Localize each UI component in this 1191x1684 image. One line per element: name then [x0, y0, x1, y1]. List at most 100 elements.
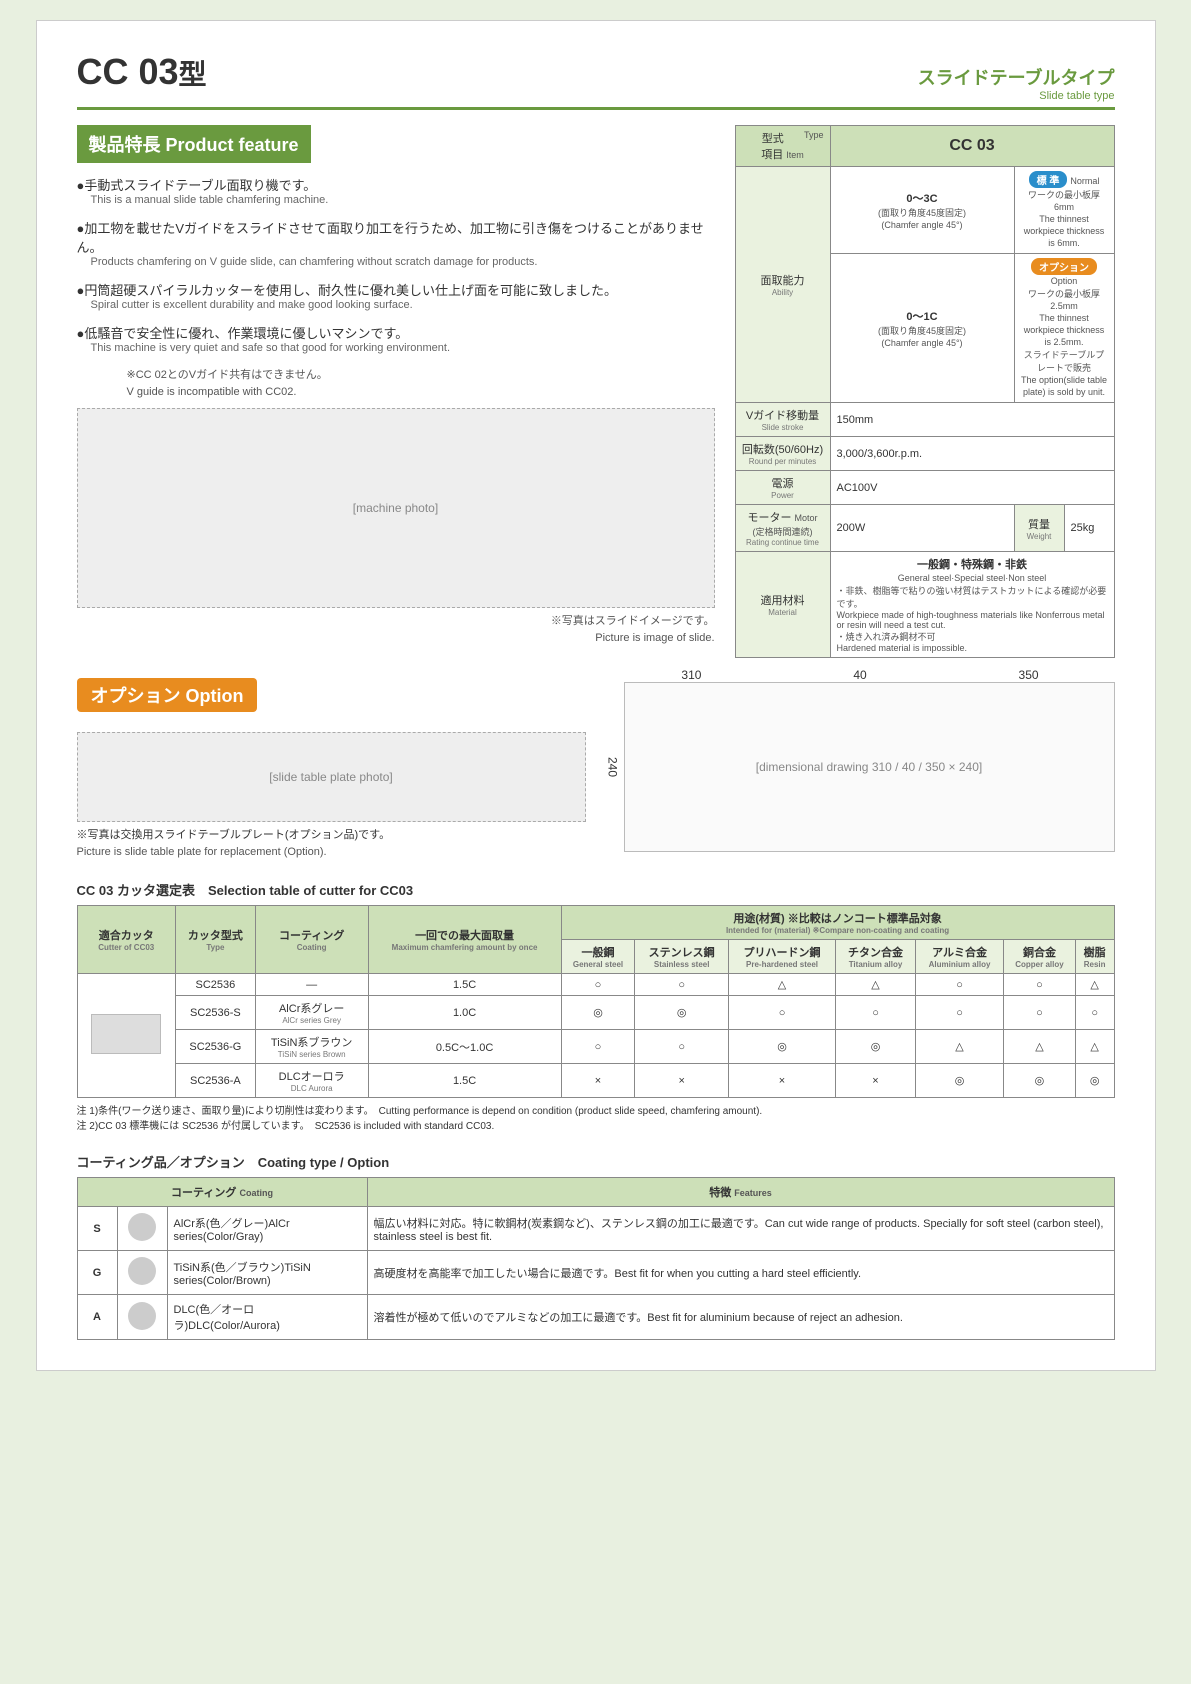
spec-stroke-val: 150mm — [830, 403, 1114, 437]
sel-max: 1.0C — [368, 996, 561, 1030]
coat-col-feat: 特徴 Features — [367, 1178, 1114, 1207]
sel-mat-header: ステンレス鋼Stainless steel — [635, 940, 729, 974]
dim-w3: 350 — [1019, 668, 1039, 682]
coating-icon — [128, 1213, 156, 1241]
dim-h: 240 — [606, 757, 620, 777]
sel-coat: DLCオーロラDLC Aurora — [255, 1064, 368, 1098]
machine-image: [machine photo] — [77, 408, 715, 608]
sel-mark: ○ — [915, 996, 1003, 1030]
coat-code: S — [77, 1207, 117, 1251]
sel-max: 1.5C — [368, 974, 561, 996]
spec-ability-opt-val: 0～1C (面取り角度45度固定) (Chamfer angle 45°) — [830, 254, 1014, 403]
sel-mat-header: 一般鋼General steel — [561, 940, 635, 974]
sel-coat: AlCr系グレーAlCr series Grey — [255, 996, 368, 1030]
feature-jp: 加工物を載せたVガイドをスライドさせて面取り加工を行うため、加工物に引き傷をつけ… — [77, 218, 715, 256]
sel-col-cutter: 適合カッタCutter of CC03 — [77, 906, 175, 974]
sel-row: SC2536-SAlCr系グレーAlCr series Grey1.0C◎◎○○… — [77, 996, 1114, 1030]
spec-material-label: 適用材料Material — [735, 552, 830, 658]
coating-title: コーティング品／オプション Coating type / Option — [77, 1152, 1115, 1171]
sel-mat-header: アルミ合金Aluminium alloy — [915, 940, 1003, 974]
coat-feat: 溶着性が極めて低いのでアルミなどの加工に最適です。Best fit for al… — [367, 1295, 1114, 1340]
feature-en: This machine is very quiet and safe so t… — [91, 342, 715, 354]
option-caption-jp: ※写真は交換用スライドテーブルプレート(オプション品)です。 — [77, 826, 586, 842]
sel-mark: ○ — [728, 996, 835, 1030]
features-column: 製品特長 Product feature 手動式スライドテーブル面取り機です。T… — [77, 125, 715, 658]
drawing-image: [dimensional drawing 310 / 40 / 350 × 24… — [624, 682, 1115, 852]
option-caption-en: Picture is slide table plate for replace… — [77, 846, 586, 858]
coat-icon-cell — [117, 1251, 167, 1295]
sel-mark: ○ — [635, 974, 729, 996]
sel-col-type: カッタ型式Type — [175, 906, 255, 974]
features-header: 製品特長 Product feature — [77, 125, 311, 163]
subtitle-en: Slide table type — [918, 90, 1115, 102]
spec-motor-val: 200W — [830, 505, 1014, 552]
features-list: 手動式スライドテーブル面取り機です。This is a manual slide… — [77, 175, 715, 354]
feature-en: Spiral cutter is excellent durability an… — [91, 299, 715, 311]
sel-col-coating: コーティングCoating — [255, 906, 368, 974]
sel-mark: × — [836, 1064, 916, 1098]
sel-type: SC2536-G — [175, 1030, 255, 1064]
sel-mark: △ — [836, 974, 916, 996]
subtitle-jp: スライドテーブルタイプ — [918, 64, 1115, 90]
model-suffix: 型 — [179, 59, 207, 90]
sel-cutter-img-cell — [77, 974, 175, 1098]
header: CC 03型 スライドテーブルタイプ Slide table type — [77, 51, 1115, 110]
spec-ability-opt-note: オプション Option ワークの最小板厚2.5mm The thinnest … — [1014, 254, 1114, 403]
spec-rpm-label: 回転数(50/60Hz)Round per minutes — [735, 437, 830, 471]
top-grid: 製品特長 Product feature 手動式スライドテーブル面取り機です。T… — [77, 125, 1115, 658]
sel-col-use: 用途(材質) ※比較はノンコート標準品対象Intended for (mater… — [561, 906, 1114, 940]
coat-row: GTiSiN系(色／ブラウン)TiSiN series(Color/Brown)… — [77, 1251, 1114, 1295]
spec-motor-label: モーター Motor (定格時間連続)Rating continue time — [735, 505, 830, 552]
cc02-note-jp: ※CC 02とのVガイド共有はできません。 — [127, 366, 715, 382]
sel-max: 0.5C～1.0C — [368, 1030, 561, 1064]
sel-mark: ◎ — [728, 1030, 835, 1064]
coat-icon-cell — [117, 1207, 167, 1251]
cutter-icon — [91, 1014, 161, 1054]
feature-en: Products chamfering on V guide slide, ca… — [91, 256, 715, 268]
sel-mark: ◎ — [1004, 1064, 1076, 1098]
sel-coat: TiSiN系ブラウンTiSiN series Brown — [255, 1030, 368, 1064]
sel-row: SC2536-GTiSiN系ブラウンTiSiN series Brown0.5C… — [77, 1030, 1114, 1064]
spec-power-label: 電源Power — [735, 471, 830, 505]
specs-column: Type 型式 項目 Item CC 03 面取能力Ability 0～3C (… — [735, 125, 1115, 658]
feature-en: This is a manual slide table chamfering … — [91, 194, 715, 206]
spec-power-val: AC100V — [830, 471, 1114, 505]
page: CC 03型 スライドテーブルタイプ Slide table type 製品特長… — [36, 20, 1156, 1371]
spec-model: CC 03 — [830, 126, 1114, 167]
feature-jp: 手動式スライドテーブル面取り機です。 — [77, 175, 715, 194]
coating-table: コーティング Coating 特徴 Features SAlCr系(色／グレー)… — [77, 1177, 1115, 1340]
selection-table: 適合カッタCutter of CC03 カッタ型式Type コーティングCoat… — [77, 905, 1115, 1098]
spec-rpm-val: 3,000/3,600r.p.m. — [830, 437, 1114, 471]
sel-mark: ○ — [561, 1030, 635, 1064]
spec-weight-label: 質量Weight — [1014, 505, 1064, 552]
coat-name: AlCr系(色／グレー)AlCr series(Color/Gray) — [167, 1207, 367, 1251]
spec-ability-label: 面取能力Ability — [735, 167, 830, 403]
drawing-block: 310 40 350 240 [dimensional drawing 310 … — [606, 668, 1115, 862]
selection-title: CC 03 カッタ選定表 Selection table of cutter f… — [77, 880, 1115, 899]
sel-type: SC2536-A — [175, 1064, 255, 1098]
model-title: CC 03型 — [77, 51, 207, 93]
slide-note-en: Picture is image of slide. — [77, 632, 715, 644]
sel-mark: × — [728, 1064, 835, 1098]
sel-type: SC2536-S — [175, 996, 255, 1030]
sel-mark: △ — [1075, 974, 1114, 996]
dim-w2: 40 — [853, 668, 866, 682]
coat-row: S AlCr系(色／グレー)AlCr series(Color/Gray)幅広い材… — [77, 1207, 1114, 1251]
subtitle: スライドテーブルタイプ Slide table type — [918, 64, 1115, 102]
coating-icon — [128, 1302, 156, 1330]
sel-mat-header: 銅合金Copper alloy — [1004, 940, 1076, 974]
sel-mark: × — [561, 1064, 635, 1098]
selection-notes: 注 1)条件(ワーク送り速さ、面取り量)により切削性は変わります。 Cuttin… — [77, 1104, 1115, 1134]
sel-mark: ○ — [1004, 974, 1076, 996]
feature-item: 円筒超硬スパイラルカッターを使用し、耐久性に優れ美しい仕上げ面を可能に致しました… — [77, 280, 715, 311]
sel-mat-header: プリハードン鋼Pre-hardened steel — [728, 940, 835, 974]
model-name: CC 03 — [77, 51, 179, 92]
sel-coat: ― — [255, 974, 368, 996]
spec-weight-val: 25kg — [1064, 505, 1114, 552]
slide-note-jp: ※写真はスライドイメージです。 — [77, 612, 715, 628]
mid-row: オプション Option [slide table plate photo] ※… — [77, 668, 1115, 862]
coat-feat: 幅広い材料に対応。特に軟鋼材(炭素鋼など)、ステンレス鋼の加工に最適です。Can… — [367, 1207, 1114, 1251]
sel-mark: ◎ — [915, 1064, 1003, 1098]
feature-jp: 低騒音で安全性に優れ、作業環境に優しいマシンです。 — [77, 323, 715, 342]
sel-mark: △ — [915, 1030, 1003, 1064]
